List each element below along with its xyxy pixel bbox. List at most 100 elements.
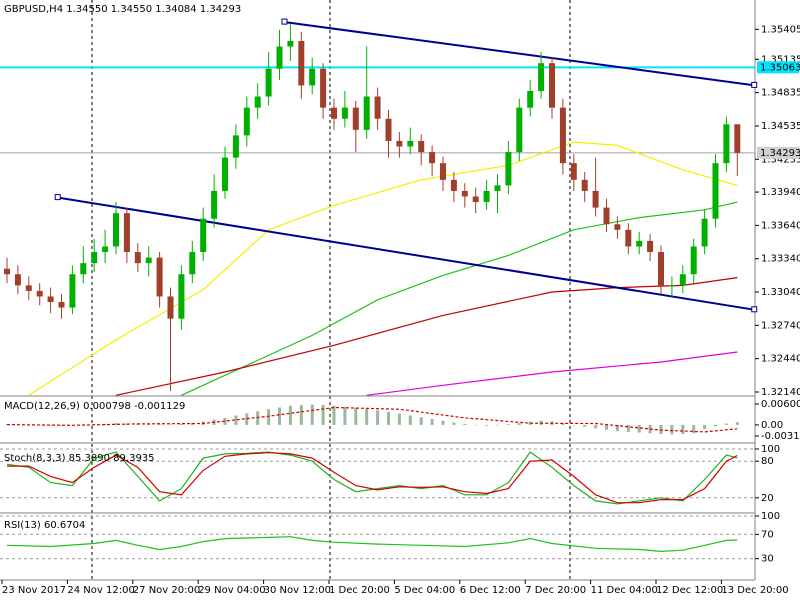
- macd-bar: [321, 405, 325, 425]
- candle-body: [701, 218, 708, 247]
- x-tick-label: 6 Dec 12:00: [460, 585, 521, 596]
- macd-bar: [506, 424, 510, 425]
- candle-body: [581, 179, 588, 191]
- macd-bar: [397, 413, 401, 425]
- y-tick-label: 1.35405: [761, 24, 800, 35]
- macd-bar: [114, 423, 118, 425]
- y-tick-label: 1.34235: [761, 154, 800, 165]
- macd-bar: [387, 412, 390, 425]
- candle-body: [647, 240, 654, 253]
- macd-bar: [278, 407, 281, 425]
- macd-bar: [376, 410, 380, 425]
- candle-body: [472, 196, 479, 203]
- y-tick-label: 1.32740: [761, 320, 800, 331]
- trend-anchor: [751, 306, 758, 313]
- y-tick-label: 1.33640: [761, 220, 800, 231]
- indicator-line: [6, 536, 738, 553]
- macd-bar: [49, 424, 53, 426]
- candle-body: [352, 107, 359, 130]
- signal-line: [6, 406, 738, 433]
- y-tick-label: 1.34535: [761, 121, 800, 132]
- macd-bar: [615, 424, 619, 432]
- macd-bar: [5, 424, 9, 425]
- macd-bar: [267, 409, 271, 425]
- candle-body: [527, 90, 534, 108]
- macd-bar: [517, 423, 521, 425]
- macd-bar: [332, 405, 336, 425]
- x-tick-label: 23 Nov 2017: [2, 585, 66, 596]
- macd-bar: [223, 417, 227, 425]
- y-tick-label: 70: [761, 529, 774, 540]
- macd-bar: [441, 420, 445, 425]
- candle-body: [113, 213, 119, 247]
- macd-bar: [354, 407, 358, 425]
- macd-bar: [681, 424, 685, 434]
- macd-bar: [714, 424, 717, 427]
- candle-body: [36, 290, 43, 297]
- candle-body: [418, 140, 425, 153]
- panel-title: Stoch(8,3,3) 85.3890 89.3935: [4, 453, 155, 464]
- candle-body: [461, 190, 468, 197]
- candle-body: [47, 296, 54, 303]
- macd-bar: [626, 424, 630, 432]
- candle-body: [123, 213, 130, 253]
- y-tick-label: 20: [761, 493, 774, 504]
- macd-bar: [408, 415, 412, 425]
- macd-bar: [572, 424, 576, 426]
- macd-bar: [169, 424, 172, 426]
- macd-bar: [463, 423, 467, 425]
- candle-body: [254, 96, 261, 108]
- y-tick-label: 80: [761, 456, 774, 467]
- candle-body: [516, 107, 523, 153]
- y-tick-label: 1.33940: [761, 187, 800, 198]
- candle-body: [341, 107, 348, 119]
- macd-bar: [234, 415, 238, 425]
- macd-bar: [125, 423, 129, 425]
- panel-title: RSI(13) 60.6704: [4, 520, 85, 531]
- candle-body: [603, 207, 610, 225]
- macd-bar: [561, 423, 565, 425]
- macd-bar: [452, 422, 456, 425]
- candle-body: [14, 274, 21, 286]
- candle-body: [690, 246, 697, 275]
- candle-body: [211, 190, 218, 219]
- panel-title: MACD(12,26,9) 0.000798 -0.001129: [4, 401, 185, 412]
- moving-average: [28, 141, 738, 396]
- candle-body: [69, 274, 76, 308]
- macd-bar: [594, 424, 598, 429]
- macd-bar: [299, 405, 303, 425]
- candle-body: [58, 302, 65, 308]
- candle-body: [712, 163, 719, 219]
- y-tick-label: 0.00: [761, 420, 783, 431]
- candle-body: [134, 252, 141, 264]
- candle-body: [559, 107, 566, 164]
- macd-bar: [158, 424, 162, 425]
- candle-body: [679, 274, 686, 286]
- candle-body: [385, 118, 392, 141]
- candle-body: [625, 229, 632, 247]
- macd-bar: [474, 424, 478, 426]
- candle-body: [592, 190, 599, 208]
- candle-body: [298, 40, 305, 86]
- trend-line: [284, 21, 755, 87]
- macd-bar: [60, 424, 63, 426]
- x-tick-label: 27 Nov 20:00: [133, 585, 200, 596]
- y-tick-label: 0.006002: [761, 399, 800, 410]
- candle-body: [222, 157, 228, 191]
- panel-title: GBPUSD,H4 1.34550 1.34550 1.34084 1.3429…: [4, 4, 241, 15]
- trend-anchor: [54, 194, 61, 201]
- candle-body: [450, 179, 457, 191]
- macd-bar: [256, 411, 260, 425]
- y-tick-label: 1.35135: [761, 54, 800, 65]
- macd-bar: [659, 424, 663, 434]
- macd-bar: [288, 405, 292, 425]
- x-tick-label: 29 Nov 04:00: [198, 585, 265, 596]
- candle-body: [734, 124, 741, 153]
- candle-body: [309, 68, 316, 86]
- candle-body: [320, 68, 327, 108]
- candle-body: [287, 40, 294, 47]
- macd-bar: [103, 423, 107, 425]
